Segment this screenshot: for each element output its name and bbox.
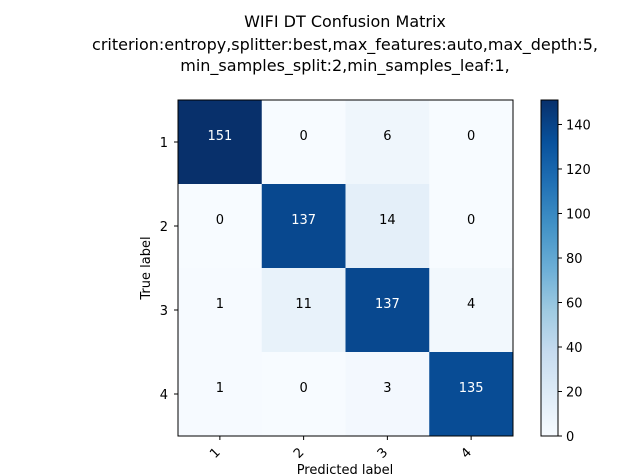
- cell-value-label: 137: [375, 297, 400, 312]
- x-tick-label: 3: [375, 445, 391, 461]
- y-tick-label: 2: [160, 220, 168, 235]
- cell-value-label: 0: [299, 381, 307, 396]
- cell-value-label: 0: [467, 213, 475, 228]
- y-tick-label: 1: [160, 136, 168, 151]
- heatmap-cell: [178, 100, 263, 185]
- heatmap-cell: [429, 352, 514, 437]
- x-tick-label: 2: [291, 445, 307, 461]
- y-tick-label: 4: [160, 388, 168, 403]
- heatmap-cell: [178, 268, 263, 353]
- cell-value-label: 6: [383, 129, 391, 144]
- cell-value-label: 135: [459, 381, 484, 396]
- heatmap-cell: [429, 100, 514, 185]
- colorbar-tick-label: 80: [566, 252, 583, 267]
- chart-subtitle-line-1: criterion:entropy,splitter:best,max_feat…: [92, 35, 598, 55]
- chart-title: WIFI DT Confusion Matrix: [244, 12, 446, 31]
- cell-value-label: 14: [379, 213, 396, 228]
- x-tick-label: 4: [458, 445, 474, 461]
- cell-value-label: 0: [467, 129, 475, 144]
- heatmap-cell: [429, 268, 514, 353]
- cell-value-label: 11: [295, 297, 312, 312]
- colorbar-tick-label: 40: [566, 341, 583, 356]
- heatmap-cell: [429, 184, 514, 269]
- heatmap-cell: [345, 184, 430, 269]
- y-axis-ticks: 1 2 3 4: [160, 136, 178, 403]
- cell-value-label: 0: [299, 129, 307, 144]
- x-axis-label: Predicted label: [297, 463, 394, 476]
- colorbar-tick-label: 0: [566, 430, 574, 445]
- colorbar-tick-label: 20: [566, 385, 583, 400]
- colorbar-tick-label: 60: [566, 296, 583, 311]
- colorbar: [540, 99, 559, 437]
- x-axis-ticks: 1 2 3 4: [207, 436, 475, 462]
- x-tick-label: 1: [207, 445, 223, 461]
- heatmap-cells: 151 0 6 00 137 14 01 11 137 41 0 3 135: [178, 100, 514, 437]
- cell-value-label: 1: [216, 297, 224, 312]
- y-tick-label: 3: [160, 304, 168, 319]
- heatmap-cell: [345, 100, 430, 185]
- cell-value-label: 0: [216, 213, 224, 228]
- heatmap-cell: [261, 352, 346, 437]
- colorbar-tick-label: 120: [566, 163, 591, 178]
- heatmap-cell: [261, 268, 346, 353]
- cell-value-label: 151: [207, 129, 232, 144]
- heatmap-cell: [345, 352, 430, 437]
- colorbar-tick-label: 140: [566, 118, 591, 133]
- colorbar-ticks: 0 20 40 60 80 100 120 140: [558, 118, 591, 445]
- plot-frame: [177, 99, 514, 437]
- heatmap-cell: [261, 100, 346, 185]
- cell-value-label: 3: [383, 381, 391, 396]
- cell-value-label: 137: [291, 213, 316, 228]
- cell-value-label: 4: [467, 297, 475, 312]
- heatmap-cell: [178, 184, 263, 269]
- heatmap-cell: [178, 352, 263, 437]
- colorbar-tick-label: 100: [566, 207, 591, 222]
- heatmap-cell: [345, 268, 430, 353]
- heatmap-cell: [261, 184, 346, 269]
- chart-subtitle-line-2: min_samples_split:2,min_samples_leaf:1,: [180, 56, 509, 76]
- cell-value-label: 1: [216, 381, 224, 396]
- y-axis-label: True label: [139, 236, 154, 300]
